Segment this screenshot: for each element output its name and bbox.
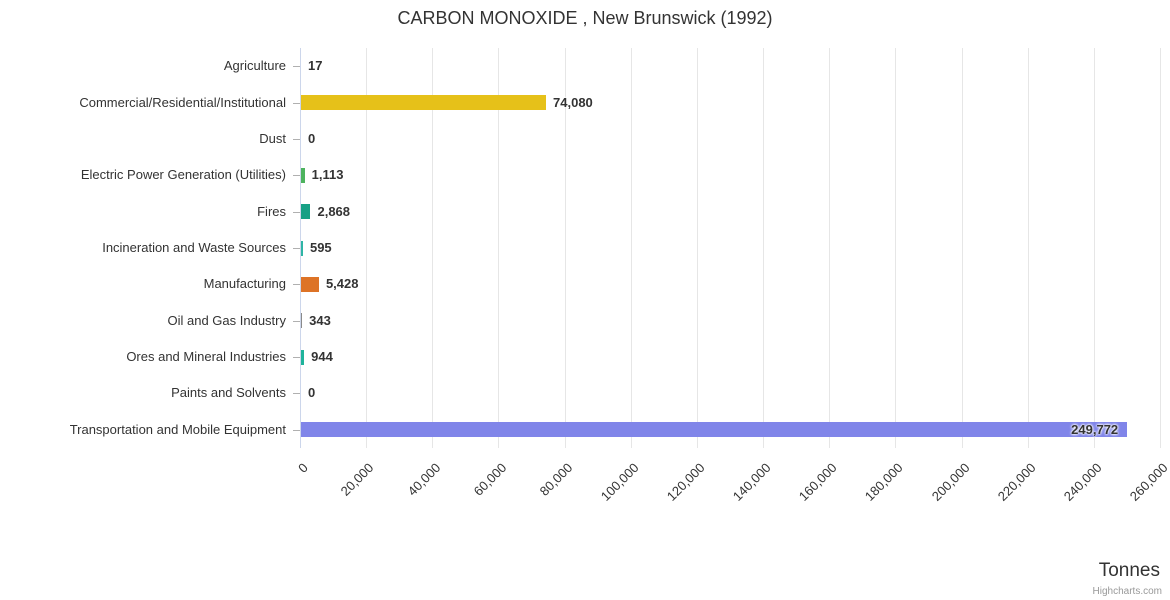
bar-value-label: 595 <box>309 240 332 255</box>
bar[interactable] <box>301 276 319 292</box>
category-axis-tick <box>293 138 300 140</box>
category-label: Fires <box>257 203 286 219</box>
bar[interactable] <box>301 313 303 329</box>
category-axis-tick <box>293 175 300 177</box>
gridline <box>630 48 632 448</box>
category-label: Transportation and Mobile Equipment <box>69 421 286 437</box>
gridline <box>763 48 765 448</box>
plot-area: 17 74,080 0 1,113 2,868 595 5,428 343 944 0 249,77… <box>293 48 1161 448</box>
category-axis-tick <box>293 429 300 431</box>
category-axis-tick <box>293 66 300 68</box>
x-axis-tick-label: 160,000 <box>796 460 840 504</box>
x-axis-tick-label: 100,000 <box>597 460 642 504</box>
x-axis-tick-label: 120,000 <box>663 460 708 504</box>
category-label: Ores and Mineral Industries <box>126 349 286 365</box>
bar-value-label: 0 <box>308 130 316 146</box>
category-label: Manufacturing <box>203 276 286 292</box>
bar[interactable] <box>301 240 303 256</box>
bar[interactable] <box>301 167 305 183</box>
bar-value-label: 17 <box>308 58 323 74</box>
bar-value-label: 2,868 <box>317 203 351 219</box>
x-axis-tick-label: 180,000 <box>862 460 906 504</box>
gridline <box>961 48 963 448</box>
bar-value-label: 343 <box>309 312 331 328</box>
x-axis-tick-label: 260,000 <box>1126 460 1170 504</box>
category-label: Electric Power Generation (Utilities) <box>80 167 286 183</box>
gridline <box>895 48 897 448</box>
category-axis-tick <box>293 320 300 322</box>
bar-value-label: 74,080 <box>553 94 593 110</box>
category-axis-tick <box>293 248 300 249</box>
x-axis-tick-labels: 0 20,000 40,000 60,000 80,000 100,000 120,000 1… <box>295 454 1170 554</box>
gridline <box>564 48 566 448</box>
category-axis-tick <box>293 102 300 104</box>
category-label: Incineration and Waste Sources <box>102 240 286 255</box>
x-axis-tick-label: 240,000 <box>1060 460 1105 504</box>
highcharts-credit[interactable]: Highcharts.com <box>1092 586 1162 597</box>
bar-value-label: 249,772 <box>1071 421 1119 437</box>
gridline <box>1027 48 1029 448</box>
category-axis-tick <box>293 393 300 395</box>
bar-value-label: 5,428 <box>325 276 359 292</box>
category-label: Agriculture <box>223 58 286 74</box>
category-axis-tick <box>293 211 300 213</box>
chart-title: CARBON MONOXIDE , New Brunswick (1992) <box>397 8 773 28</box>
category-label: Paints and Solvents <box>171 385 286 401</box>
bar-value-label: 1,113 <box>311 167 344 183</box>
x-axis-tick-label: 40,000 <box>404 460 443 499</box>
bar[interactable] <box>301 422 1128 438</box>
x-axis-tick-label: 200,000 <box>928 460 973 504</box>
gridline <box>696 48 698 448</box>
x-axis-tick-label: 80,000 <box>536 460 576 499</box>
y-axis-labels: Agriculture Commercial/Residential/Instit… <box>0 48 286 448</box>
x-axis-tick-label: 0 <box>294 460 311 476</box>
gridline <box>366 48 368 448</box>
category-label: Oil and Gas Industry <box>167 312 287 328</box>
bar[interactable] <box>301 204 311 220</box>
category-label: Commercial/Residential/Institutional <box>79 94 286 110</box>
bar[interactable] <box>301 95 547 111</box>
bar[interactable] <box>301 349 305 365</box>
gridline <box>1093 48 1095 448</box>
x-axis-tick-label: 20,000 <box>338 460 377 499</box>
x-axis-title: Tonnes <box>1098 560 1160 581</box>
category-axis-tick <box>293 284 300 286</box>
gridline <box>829 48 831 448</box>
gridline <box>1160 48 1161 448</box>
gridline <box>432 48 434 448</box>
category-axis-tick <box>293 357 300 359</box>
category-label: Dust <box>259 130 286 146</box>
category-axis-line <box>300 48 301 448</box>
bar-value-label: 0 <box>308 385 316 401</box>
gridline <box>498 48 500 448</box>
bar-value-label: 944 <box>311 349 333 365</box>
x-axis-tick-label: 220,000 <box>994 460 1039 504</box>
x-axis-tick-label: 140,000 <box>729 460 774 504</box>
x-axis-tick-label: 60,000 <box>470 460 510 499</box>
